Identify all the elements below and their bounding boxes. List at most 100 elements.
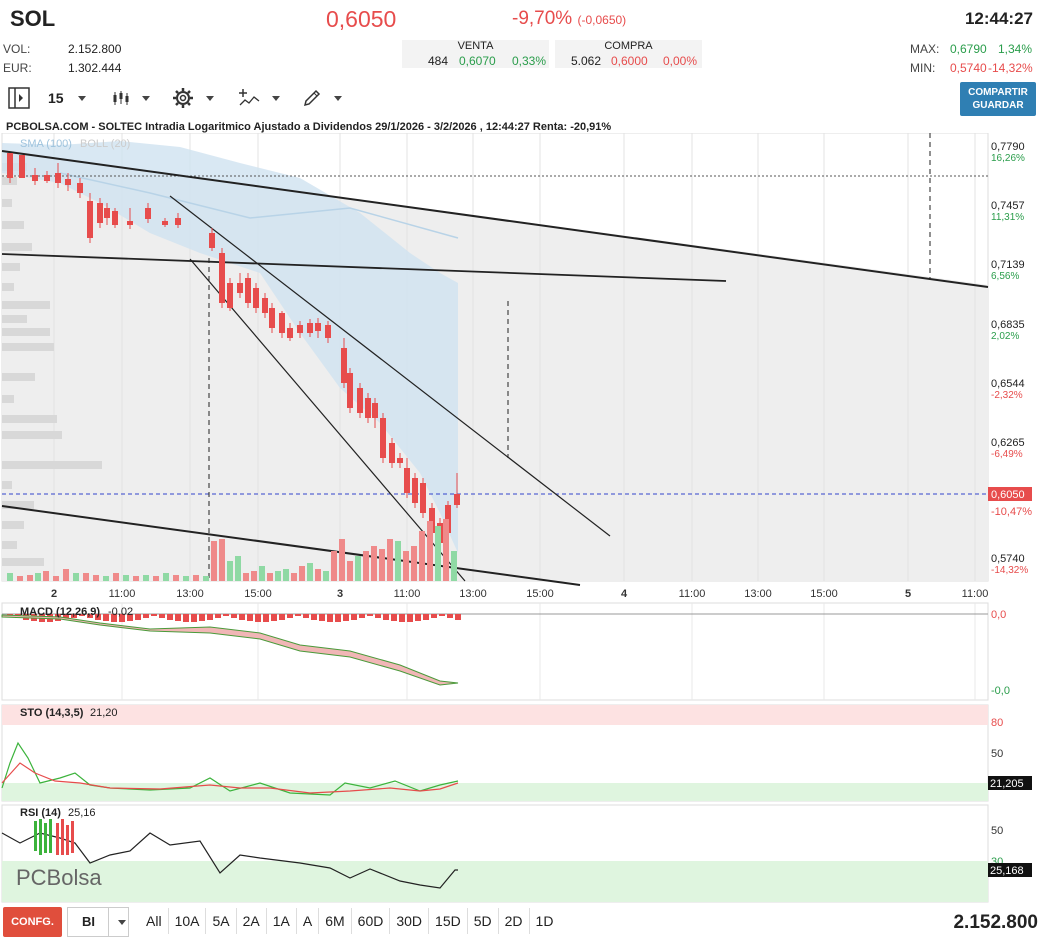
volume-bar [251,571,257,581]
macd-bar [311,614,317,620]
time-axis-label: 4 [621,588,628,600]
volume-bar [53,576,59,581]
candle-body [287,328,293,338]
share-save-button[interactable]: COMPARTIR GUARDAR [960,82,1036,116]
candle-body [219,253,225,303]
price-axis-pct: 11,31% [991,212,1024,223]
macd-bar [191,614,197,622]
boll-legend: BOLL (20) [80,138,130,150]
candle-body [389,443,395,463]
last-price-tag-bg [988,487,1032,501]
macd-bar [127,614,133,621]
indicators-selector[interactable] [238,86,280,110]
period-10a[interactable]: 10A [167,908,206,934]
compra-pct: 0,00% [663,54,698,68]
venta-box: VENTA 484 0,6070 0,33% [402,40,549,68]
total-volume: 2.152.800 [953,912,1038,933]
volume-bar [267,573,273,581]
bollinger-band [2,141,458,553]
macd-bar [359,614,365,618]
macd-bar [279,614,285,620]
candle-body [279,313,285,333]
drawing-tools-selector[interactable] [302,86,342,110]
period-60d[interactable]: 60D [350,908,390,934]
volume-bar [193,575,199,581]
price-axis-pct: -6,49% [991,449,1023,460]
compra-price: 0,6000 [611,54,648,68]
period-2a[interactable]: 2A [235,908,266,934]
macd-axis-bottom: -0,0 [991,685,1010,697]
last-price: 0,6050 [326,6,397,32]
candle-body [44,175,50,181]
macd-bar [175,614,181,621]
price-axis-pct: 6,56% [991,271,1019,282]
period-5d[interactable]: 5D [466,908,498,934]
period-all[interactable]: All [146,913,162,929]
price-axis-pct: -14,32% [991,565,1028,576]
time-axis-label: 11:00 [962,588,989,600]
candle-body [429,508,435,533]
vol-value: 2.152.800 [68,42,122,56]
time-axis-label: 2 [51,588,57,600]
volume-bar [379,549,385,581]
macd-bar [143,614,149,618]
volume-bar [259,566,265,581]
chart-canvas[interactable]: SMA (100) BOLL (20) 0,779016,26%0,745711… [0,133,1051,903]
eur-label: EUR: [3,61,32,75]
volume-bar [133,576,139,581]
volume-bar [283,569,289,581]
volume-bar [291,573,297,581]
volume-bar [331,551,337,581]
time-axis-label: 15:00 [526,588,554,600]
candle-body [315,323,321,331]
period-2d[interactable]: 2D [497,908,529,934]
time-axis-label: 11:00 [394,588,421,600]
period-15d[interactable]: 15D [428,908,467,934]
time-axis-label: 5 [905,588,911,600]
interval-selector[interactable]: 15 [48,86,86,110]
time-axis-label: 3 [337,588,343,600]
max-label: MAX: [910,42,940,56]
volume-bar [299,566,305,581]
volume-bar [339,539,345,581]
macd-bar [343,614,349,621]
volume-bar [395,541,401,581]
candle-body [245,278,251,303]
config-button[interactable]: CONFG. [3,907,62,937]
volume-bar [307,563,313,581]
sto-value: 21,20 [90,707,118,719]
sto-axis-50: 50 [991,748,1003,760]
period-1a[interactable]: 1A [265,908,296,934]
chevron-down-icon [334,95,342,101]
pcbolsa-logo: PCBolsa [16,865,102,890]
macd-bar [295,614,301,616]
period-1d[interactable]: 1D [528,908,560,934]
volume-bar [347,561,353,581]
period-6m[interactable]: 6M [318,908,350,934]
chart-type-selector[interactable] [112,86,150,110]
candle-body [307,323,313,333]
volume-bar [163,573,169,581]
price-axis-label: 0,6835 [991,319,1025,331]
period-5a[interactable]: 5A [205,908,235,934]
period-a[interactable]: A [295,908,318,934]
volume-bar [219,539,225,581]
macd-bar [271,614,277,621]
panel-toggle-icon [8,87,30,109]
volume-bar [403,551,409,581]
volume-bar [113,573,119,581]
compra-title: COMPRA [604,40,653,52]
sto-oversold-zone [2,783,988,801]
price-axis-label: 0,7139 [991,259,1025,271]
macd-pane [1,602,989,701]
candle-body [262,298,268,313]
volume-bar [17,576,23,581]
candle-body [269,308,275,328]
toggle-panel-button[interactable] [7,86,31,110]
period-30d[interactable]: 30D [389,908,428,934]
candle-body [347,373,353,408]
venta-price: 0,6070 [459,54,496,68]
settings-selector[interactable] [172,86,214,110]
volume-bar [63,569,69,581]
scale-select[interactable]: BI [67,907,129,937]
